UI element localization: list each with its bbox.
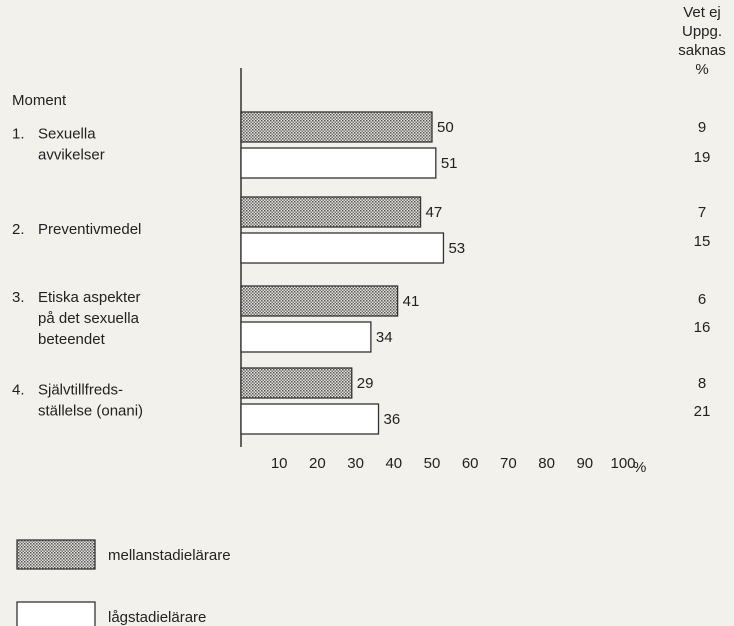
x-tick-label: 30 (347, 455, 364, 472)
bar (240, 196, 422, 228)
bar-value-label: 34 (376, 329, 393, 346)
side-column-title: Vet ej (683, 4, 721, 21)
x-tick-label: 90 (576, 455, 593, 472)
category-label: Självtillfreds- (38, 381, 123, 398)
bar (240, 232, 445, 264)
bar-value-label: 41 (403, 293, 420, 310)
category-label: ställelse (onani) (38, 402, 143, 419)
side-value: 15 (694, 233, 711, 250)
category-label: Preventivmedel (38, 221, 141, 238)
category-label: Etiska aspekter (38, 289, 141, 306)
bar (240, 403, 380, 435)
side-column-title: Uppg. (682, 23, 722, 40)
bar-value-label: 53 (448, 240, 465, 257)
bar (240, 321, 372, 353)
side-value: 21 (694, 403, 711, 420)
bar-value-label: 36 (384, 411, 401, 428)
x-tick-label: 60 (462, 455, 479, 472)
side-value: 7 (698, 204, 706, 221)
x-tick-label: 70 (500, 455, 517, 472)
x-tick-label: 50 (424, 455, 441, 472)
category-number: 4. (12, 381, 25, 398)
category-number: 1. (12, 125, 25, 142)
category-label: på det sexuella (38, 310, 140, 327)
side-value: 9 (698, 119, 706, 136)
x-tick-label: 40 (385, 455, 402, 472)
side-value: 8 (698, 375, 706, 392)
bar-value-label: 51 (441, 155, 458, 172)
category-label: avvikelser (38, 146, 105, 163)
x-tick-label: 10 (271, 455, 288, 472)
legend-swatch (16, 539, 96, 570)
side-value: 16 (694, 319, 711, 336)
category-label: beteendet (38, 331, 106, 348)
category-label: Sexuella (38, 125, 96, 142)
bar (240, 111, 433, 143)
bar (240, 367, 353, 399)
bar-value-label: 47 (426, 204, 443, 221)
side-value: 19 (694, 149, 711, 166)
x-tick-label: 20 (309, 455, 326, 472)
x-tick-label: 80 (538, 455, 555, 472)
x-tick-label: 100 (610, 455, 635, 472)
legend-label: mellanstadielärare (108, 547, 231, 564)
bar-value-label: 50 (437, 119, 454, 136)
side-column-title: saknas (678, 42, 726, 59)
bar (240, 285, 399, 317)
bar (240, 147, 437, 179)
category-number: 3. (12, 289, 25, 306)
y-axis-label: Moment (12, 92, 67, 109)
x-axis-label: % (633, 459, 646, 476)
category-number: 2. (12, 221, 25, 238)
side-value: 6 (698, 291, 706, 308)
legend-swatch (16, 601, 96, 626)
bar-value-label: 29 (357, 375, 374, 392)
side-column-title: % (695, 61, 708, 78)
legend-label: lågstadielärare (108, 609, 206, 626)
